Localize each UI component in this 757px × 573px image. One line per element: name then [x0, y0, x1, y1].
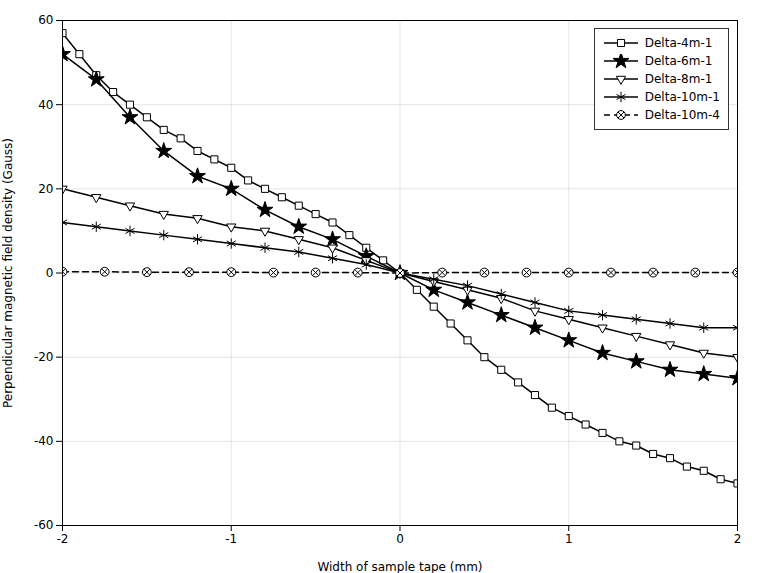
svg-text:-1: -1: [225, 532, 237, 546]
html-text:Delta-8m-1: Delta-8m-1: [644, 72, 713, 86]
svg-text:Width of sample tape (mm): Width of sample tape (mm): [317, 560, 482, 573]
svg-text:2: 2: [734, 532, 742, 546]
html-text:Delta-4m-1: Delta-4m-1: [644, 36, 713, 50]
html-text:Delta-6m-1: Delta-6m-1: [644, 54, 713, 68]
svg-text:-60: -60: [34, 518, 54, 532]
svg-text:40: 40: [38, 98, 53, 112]
svg-text:-20: -20: [34, 350, 54, 364]
svg-text:60: 60: [38, 13, 53, 27]
svg-text:20: 20: [38, 182, 53, 196]
svg-text:Perpendicular magnetic field d: Perpendicular magnetic field density (Ga…: [1, 138, 15, 408]
svg-text:-40: -40: [34, 434, 54, 448]
svg-text:1: 1: [565, 532, 573, 546]
svg-text:0: 0: [396, 532, 404, 546]
svg-text:-2: -2: [57, 532, 69, 546]
html-text:Delta-10m-1: Delta-10m-1: [644, 90, 720, 104]
svg-text:0: 0: [46, 266, 54, 280]
html-text:Delta-10m-4: Delta-10m-4: [644, 108, 720, 122]
